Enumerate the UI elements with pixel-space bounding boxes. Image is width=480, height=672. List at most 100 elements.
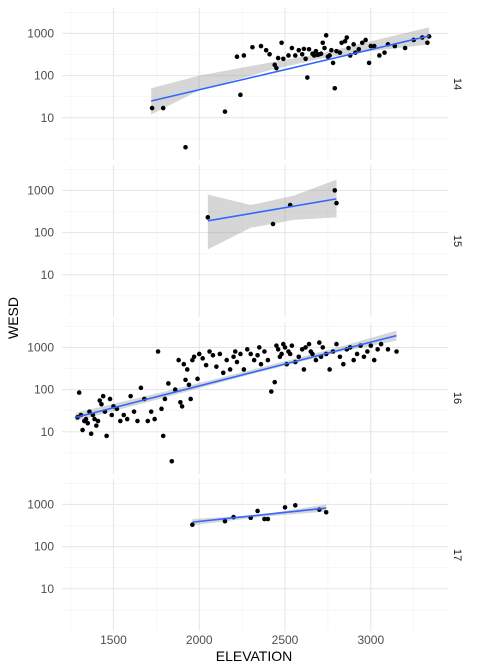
x-tick-label: 2500 xyxy=(272,633,299,647)
data-point xyxy=(293,53,298,58)
facet-panel-17: 10 100 1000 17 xyxy=(27,479,463,631)
data-point xyxy=(148,409,154,414)
x-tick-label: 3000 xyxy=(357,633,384,647)
data-point xyxy=(200,356,205,361)
data-point xyxy=(210,353,216,358)
data-point xyxy=(99,401,104,407)
data-point xyxy=(281,56,286,62)
y-tick-label: 100 xyxy=(34,69,54,83)
data-point xyxy=(289,45,295,51)
data-point xyxy=(394,349,399,354)
fit-line xyxy=(192,507,327,523)
data-point xyxy=(306,341,312,347)
data-point xyxy=(234,359,240,365)
data-point xyxy=(385,347,391,352)
fit-line xyxy=(207,198,337,222)
data-point xyxy=(334,48,339,54)
data-point xyxy=(342,39,348,44)
y-tick-label: 10 xyxy=(41,111,55,125)
data-point xyxy=(313,48,319,54)
data-point xyxy=(346,45,351,51)
data-point xyxy=(299,51,305,57)
data-point xyxy=(155,349,161,354)
facet-panels: 1010010001410100100015101001000161010010… xyxy=(27,8,463,631)
data-point xyxy=(179,404,185,409)
data-point xyxy=(186,382,192,388)
data-point xyxy=(190,522,195,528)
confidence-band xyxy=(151,27,430,115)
data-point xyxy=(337,50,343,55)
data-point xyxy=(303,56,308,62)
data-point xyxy=(184,367,190,372)
data-point xyxy=(176,357,181,363)
data-point xyxy=(371,357,377,363)
data-point xyxy=(351,357,356,363)
data-point xyxy=(327,53,332,58)
y-tick-label: 10 xyxy=(41,425,55,439)
data-point xyxy=(83,416,89,422)
data-point xyxy=(121,412,127,418)
data-point xyxy=(118,418,123,424)
data-point xyxy=(262,516,267,522)
data-point xyxy=(265,357,271,363)
data-point xyxy=(334,341,339,347)
data-point xyxy=(356,47,362,52)
data-point xyxy=(250,44,255,50)
data-point xyxy=(377,53,382,58)
data-point xyxy=(205,215,211,220)
data-point xyxy=(425,40,430,46)
data-point xyxy=(152,416,157,422)
data-point xyxy=(232,349,238,354)
facet-strip-label: 15 xyxy=(451,235,463,247)
data-point xyxy=(320,40,326,46)
data-point xyxy=(323,33,329,38)
data-point xyxy=(238,351,243,357)
data-point xyxy=(402,45,408,51)
y-tick-label: 100 xyxy=(34,540,54,554)
data-point xyxy=(282,345,288,350)
data-point xyxy=(172,387,178,392)
data-point xyxy=(214,364,219,369)
data-point xyxy=(255,508,260,514)
data-point xyxy=(332,86,338,91)
data-point xyxy=(359,40,365,46)
data-point xyxy=(76,390,82,395)
data-point xyxy=(135,418,140,424)
data-point xyxy=(330,60,336,66)
data-point xyxy=(95,418,101,424)
data-point xyxy=(341,361,346,367)
data-point xyxy=(222,518,228,524)
data-point xyxy=(258,43,264,49)
data-point xyxy=(322,45,327,51)
data-point xyxy=(327,367,332,372)
data-point xyxy=(339,40,344,46)
data-point xyxy=(320,345,326,350)
data-point xyxy=(162,396,168,402)
data-point xyxy=(274,65,279,71)
data-point xyxy=(351,42,356,47)
data-point xyxy=(183,377,188,383)
y-tick-label: 100 xyxy=(34,226,54,240)
data-point xyxy=(124,416,130,422)
data-point xyxy=(263,47,269,53)
data-point xyxy=(178,400,183,405)
facet-panel-16: 10 100 1000 16 xyxy=(27,322,463,474)
data-point xyxy=(160,105,166,111)
data-point xyxy=(203,362,209,368)
facet-strip-label: 16 xyxy=(451,392,463,404)
data-point xyxy=(258,361,264,367)
data-point xyxy=(195,376,200,382)
data-point xyxy=(313,357,319,363)
data-point xyxy=(363,37,368,43)
data-point xyxy=(138,385,144,391)
data-point xyxy=(275,55,281,61)
data-point xyxy=(371,43,377,49)
data-point xyxy=(303,345,308,350)
data-point xyxy=(279,40,284,46)
data-point xyxy=(244,347,250,352)
data-point xyxy=(256,345,262,350)
fit-line xyxy=(151,35,430,102)
data-point xyxy=(97,398,103,403)
data-point xyxy=(262,349,267,354)
